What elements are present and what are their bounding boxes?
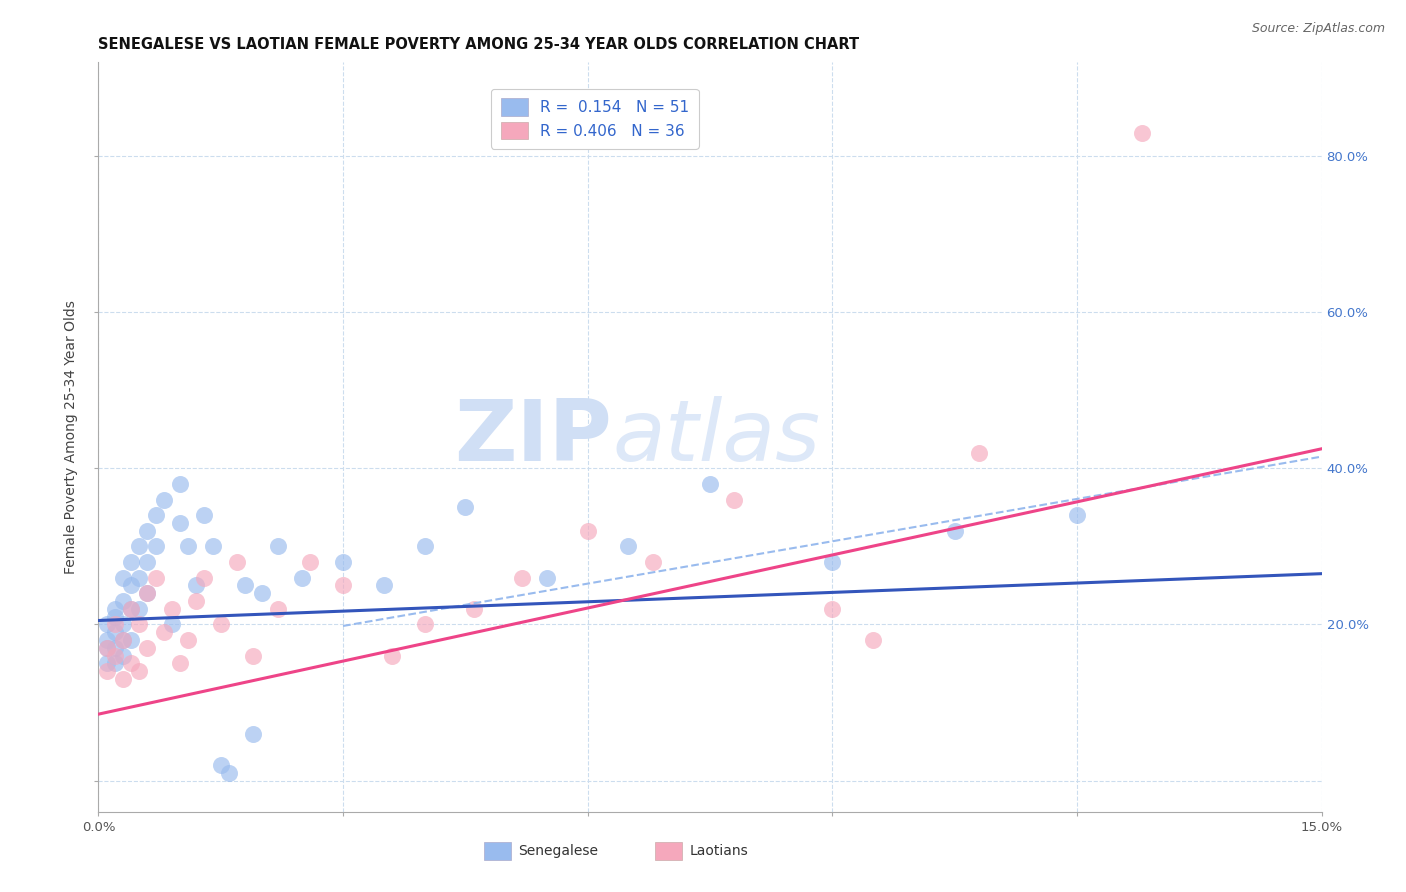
Point [128,617,150,632]
Point [96,640,118,655]
Legend: R =  0.154   N = 51, R = 0.406   N = 36: R = 0.154 N = 51, R = 0.406 N = 36 [491,89,699,149]
Point [96,640,118,655]
Point [381,648,404,663]
Point [267,602,290,616]
Text: Source: ZipAtlas.com: Source: ZipAtlas.com [1251,22,1385,36]
Point [169,516,191,530]
Point [111,633,134,648]
Bar [655,842,682,861]
Point [177,539,200,553]
Point [128,539,150,553]
Point [226,555,249,569]
Point [111,648,134,663]
Point [128,602,150,616]
Point [291,571,314,585]
Point [136,586,159,600]
Text: atlas: atlas [612,395,820,479]
Point [250,586,273,600]
Point [454,500,477,515]
Point [136,640,159,655]
Point [160,617,183,632]
Point [136,524,159,538]
Point [186,578,208,592]
Text: SENEGALESE VS LAOTIAN FEMALE POVERTY AMONG 25-34 YEAR OLDS CORRELATION CHART: SENEGALESE VS LAOTIAN FEMALE POVERTY AMO… [98,37,859,52]
Point [111,594,134,608]
Point [821,555,844,569]
Point [186,594,208,608]
Point [145,539,167,553]
Point [111,617,134,632]
Point [104,617,127,632]
Bar [484,842,510,861]
Point [104,625,127,640]
Point [120,555,142,569]
Point [332,555,354,569]
Point [233,578,256,592]
Point [413,617,436,632]
Point [169,657,191,671]
Point [1066,508,1088,523]
Point [536,571,558,585]
Point [512,571,534,585]
Point [967,446,990,460]
Point [160,602,183,616]
Point [862,633,884,648]
Point [145,508,167,523]
Point [1130,126,1153,140]
Text: Senegalese: Senegalese [517,845,598,858]
Point [209,617,232,632]
Point [120,602,142,616]
Point [96,617,118,632]
Point [104,640,127,655]
Point [463,602,485,616]
Point [111,633,134,648]
Point [193,508,215,523]
Point [641,555,664,569]
Point [267,539,290,553]
Point [299,555,322,569]
Point [111,672,134,686]
Point [120,657,142,671]
Point [242,726,264,740]
Point [209,758,232,772]
Text: ZIP: ZIP [454,395,612,479]
Point [120,578,142,592]
Point [373,578,395,592]
Point [413,539,436,553]
Point [218,765,240,780]
Point [821,602,844,616]
Point [104,609,127,624]
Point [193,571,215,585]
Point [136,586,159,600]
Y-axis label: Female Poverty Among 25-34 Year Olds: Female Poverty Among 25-34 Year Olds [65,300,79,574]
Point [242,648,264,663]
Point [699,476,721,491]
Point [943,524,966,538]
Point [136,555,159,569]
Point [617,539,640,553]
Point [111,571,134,585]
Point [723,492,745,507]
Point [128,571,150,585]
Point [145,571,167,585]
Point [152,625,174,640]
Point [177,633,200,648]
Point [332,578,354,592]
Point [120,602,142,616]
Point [201,539,224,553]
Point [104,648,127,663]
Point [104,602,127,616]
Point [120,633,142,648]
Point [104,657,127,671]
Point [576,524,599,538]
Point [96,657,118,671]
Point [169,476,191,491]
Point [152,492,174,507]
Text: Laotians: Laotians [689,845,748,858]
Point [96,664,118,679]
Point [128,664,150,679]
Point [96,633,118,648]
